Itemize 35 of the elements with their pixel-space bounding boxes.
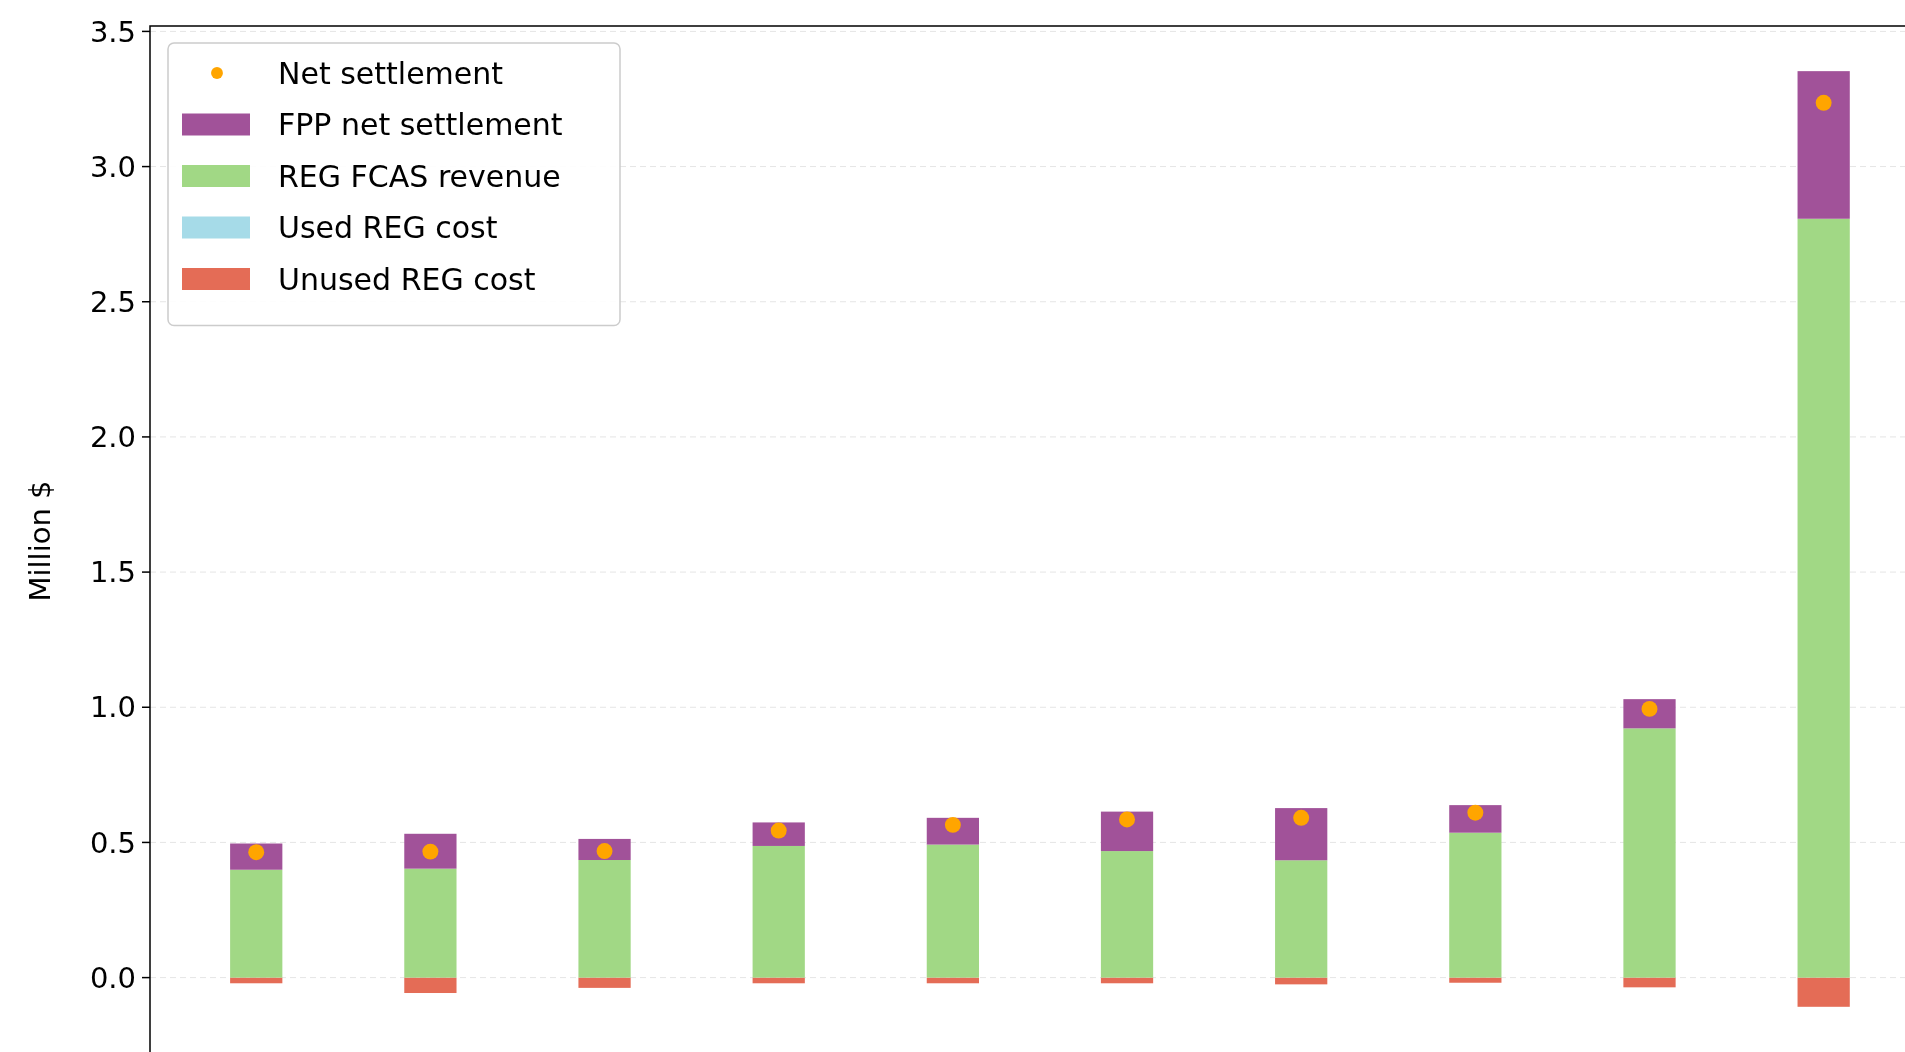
legend-label: Used REG cost [278, 210, 498, 245]
y-tick-label: 3.0 [89, 149, 136, 184]
point [1293, 809, 1310, 826]
y-tick-label: 3.5 [89, 14, 136, 49]
y-tick-label: 0.0 [89, 960, 136, 995]
bar [1100, 811, 1154, 852]
bar [404, 977, 457, 994]
y-tick-label: 1.5 [89, 555, 136, 590]
bar [752, 845, 805, 978]
bar [1797, 977, 1850, 1007]
legend-label: Net settlement [278, 55, 504, 91]
bar [578, 860, 631, 978]
y-tick-label: 2.0 [89, 420, 136, 455]
bar [1623, 977, 1676, 988]
point [1815, 94, 1832, 111]
bar [1797, 71, 1850, 219]
bar [1797, 218, 1850, 978]
legend-label: Unused REG cost [278, 261, 536, 297]
y-tick-label: 0.5 [89, 825, 136, 860]
y-tick-label: 1.0 [89, 690, 136, 725]
bar [404, 868, 457, 978]
bar [1623, 728, 1676, 978]
bar [578, 977, 631, 988]
bar [230, 869, 283, 978]
y-axis-title: Million $ [23, 480, 57, 602]
bar [1449, 832, 1502, 978]
bar [1100, 851, 1154, 978]
bar [1275, 808, 1328, 861]
bar [1449, 977, 1502, 983]
legend-label: REG FCAS revenue [278, 158, 561, 194]
bar [926, 844, 979, 978]
legend-label: FPP net settlement [278, 107, 563, 142]
bar [1275, 860, 1328, 978]
point [1119, 811, 1136, 828]
y-tick-label: 2.5 [89, 284, 136, 319]
